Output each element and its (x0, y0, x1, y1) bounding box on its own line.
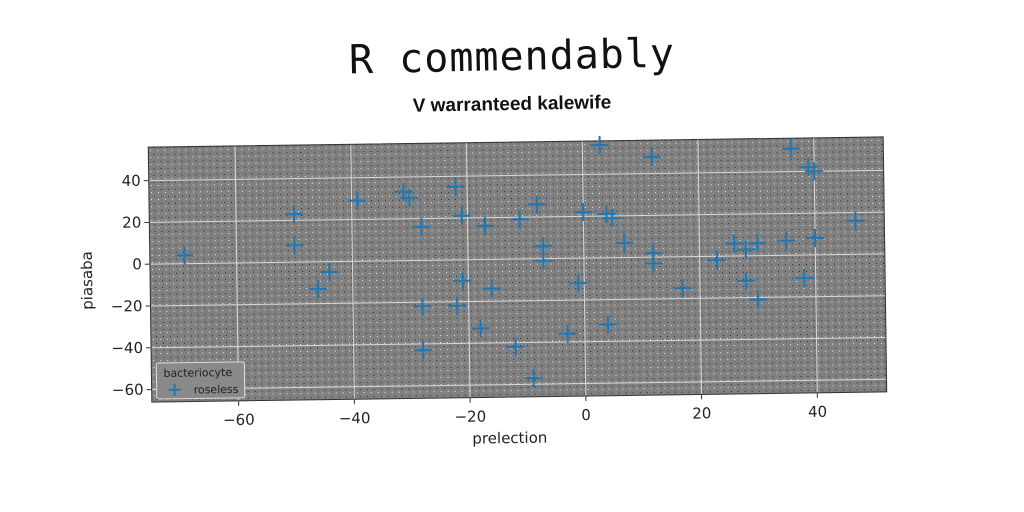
y-tick-label: 20 (122, 213, 141, 231)
grid-line-y (151, 378, 887, 391)
data-point (725, 234, 744, 253)
data-point (510, 210, 529, 229)
grid-line-x (350, 144, 355, 400)
x-tick-label: −20 (454, 407, 486, 425)
axes-noise (148, 136, 887, 403)
data-point (737, 271, 756, 290)
data-point (446, 177, 465, 196)
data-point (558, 324, 577, 343)
data-point (285, 236, 304, 255)
data-point (644, 254, 663, 273)
grid-line-x (813, 137, 818, 393)
data-point (448, 296, 467, 315)
data-point (524, 368, 543, 387)
data-point (534, 251, 553, 270)
grid-line-x (234, 145, 240, 401)
data-point (749, 290, 768, 309)
data-point (805, 162, 824, 181)
data-point (603, 208, 622, 228)
x-axis-label: prelection (472, 429, 547, 448)
grid-line-y (148, 169, 884, 182)
y-tick-label: 40 (121, 172, 140, 190)
data-point (615, 233, 634, 252)
data-point (506, 337, 525, 356)
data-point (348, 191, 367, 210)
plot-area: −60 −40 −20 0 20 40 −60 −40 −20 0 20 40 prelection pi… (78, 136, 888, 448)
data-point (471, 319, 490, 338)
grid-line-x (466, 142, 471, 398)
data-point (574, 203, 593, 222)
data-point (748, 234, 767, 253)
data-point (413, 297, 432, 316)
data-point (476, 217, 495, 236)
data-point (412, 217, 431, 236)
grid-line-y (149, 253, 885, 265)
data-point (806, 229, 825, 248)
data-point (795, 269, 814, 288)
data-point (400, 188, 419, 207)
x-tick-label: 20 (692, 404, 711, 422)
data-point (781, 139, 800, 158)
grid-line-x (697, 139, 703, 395)
data-point (777, 231, 796, 250)
y-tick-label: −20 (111, 297, 143, 315)
data-point (284, 205, 303, 224)
data-point (569, 274, 588, 293)
grid-line-y (150, 295, 886, 307)
data-point (598, 315, 617, 334)
x-tick-label: −40 (339, 409, 371, 427)
data-point (590, 136, 609, 155)
y-tick-label: 0 (132, 255, 142, 273)
grid-line-y (151, 337, 886, 349)
data-point (736, 240, 755, 259)
axes-frame (147, 136, 888, 403)
data-point (320, 263, 339, 282)
data-point (414, 341, 433, 360)
grid-line-x (581, 141, 587, 397)
x-tick-label: −60 (223, 411, 255, 429)
data-point (453, 271, 472, 290)
data-point (175, 246, 194, 265)
y-tick-label: −40 (111, 339, 143, 357)
data-point (452, 206, 471, 225)
grid-line-y (149, 211, 885, 223)
data-point (708, 251, 727, 270)
data-point (642, 147, 661, 166)
data-point (527, 195, 546, 214)
x-tick-label: 40 (808, 403, 827, 421)
y-axis-label: piasaba (78, 251, 97, 310)
data-point (309, 279, 328, 299)
legend-entry-label: roseless (194, 383, 239, 397)
axes: −60 −40 −20 0 20 40 −60 −40 −20 0 20 40 prelection pi… (78, 136, 888, 448)
y-tick-label: −60 (112, 381, 144, 399)
data-point (482, 279, 501, 298)
data-point (846, 211, 865, 230)
legend-title: bacteriocyte (163, 366, 232, 380)
data-point (673, 279, 692, 298)
x-tick-label: 0 (581, 406, 591, 424)
